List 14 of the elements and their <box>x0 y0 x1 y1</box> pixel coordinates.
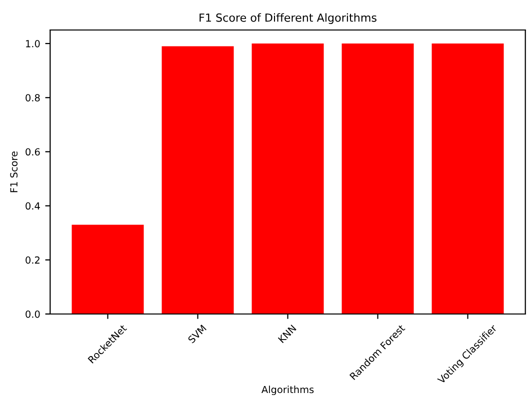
y-tick-label: 0.6 <box>26 148 40 156</box>
y-tick-label: 0.0 <box>26 310 40 318</box>
x-axis-title: Algorithms <box>261 386 314 396</box>
bar <box>342 44 414 314</box>
y-axis-title: F1 Score <box>10 151 18 192</box>
y-tick-label: 1.0 <box>26 40 40 48</box>
y-tick-label: 0.4 <box>26 202 40 210</box>
bar <box>252 44 324 314</box>
y-tick-label: 0.2 <box>26 256 40 264</box>
bar <box>432 44 504 314</box>
bar <box>72 224 144 314</box>
bar <box>162 46 234 314</box>
y-tick-label: 0.8 <box>26 94 40 102</box>
chart-title: F1 Score of Different Algorithms <box>200 13 376 24</box>
